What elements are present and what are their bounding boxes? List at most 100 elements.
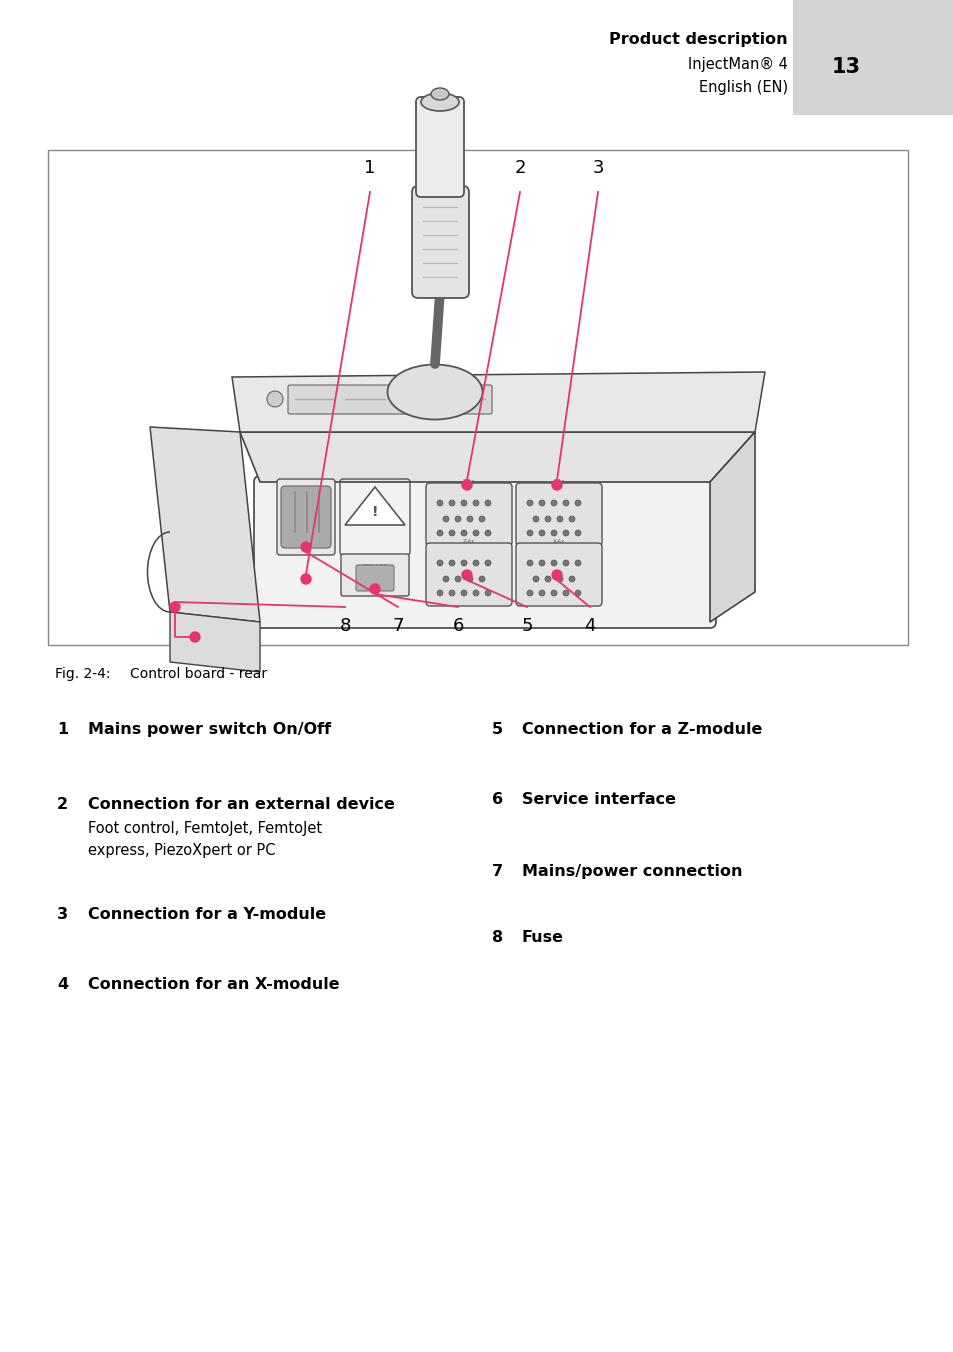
Circle shape	[442, 576, 449, 581]
Circle shape	[538, 589, 544, 596]
Circle shape	[538, 500, 544, 506]
Text: Fuse: Fuse	[521, 930, 563, 945]
Circle shape	[449, 500, 455, 506]
Circle shape	[526, 500, 533, 506]
FancyBboxPatch shape	[281, 485, 331, 548]
Circle shape	[449, 589, 455, 596]
Text: X-Ax: X-Ax	[552, 539, 564, 544]
Circle shape	[478, 516, 484, 522]
Text: express, PiezoXpert or PC: express, PiezoXpert or PC	[88, 844, 275, 859]
Circle shape	[575, 500, 580, 506]
Polygon shape	[232, 372, 764, 433]
Circle shape	[461, 571, 472, 580]
Circle shape	[484, 530, 491, 535]
Text: 8: 8	[339, 617, 351, 635]
Text: 2: 2	[514, 160, 525, 177]
Circle shape	[436, 560, 442, 566]
Text: 1: 1	[364, 160, 375, 177]
Circle shape	[436, 530, 442, 535]
Text: Connection for a Z-module: Connection for a Z-module	[521, 722, 761, 737]
Circle shape	[562, 560, 568, 566]
Circle shape	[575, 560, 580, 566]
Text: Control board - rear: Control board - rear	[130, 667, 267, 681]
Circle shape	[455, 576, 460, 581]
Circle shape	[449, 530, 455, 535]
Bar	[48, 150, 907, 645]
Circle shape	[467, 576, 473, 581]
Circle shape	[544, 516, 551, 522]
Circle shape	[568, 576, 575, 581]
Text: Connection for a Y-module: Connection for a Y-module	[88, 907, 326, 922]
Circle shape	[460, 530, 467, 535]
Text: Connection for an X-module: Connection for an X-module	[88, 977, 339, 992]
Circle shape	[461, 480, 472, 489]
Circle shape	[484, 500, 491, 506]
Ellipse shape	[431, 88, 449, 100]
Text: !: !	[372, 506, 377, 519]
Polygon shape	[709, 433, 754, 622]
Text: Service interface: Service interface	[521, 792, 676, 807]
Circle shape	[533, 576, 538, 581]
Circle shape	[538, 560, 544, 566]
Circle shape	[544, 576, 551, 581]
FancyBboxPatch shape	[516, 483, 601, 546]
Circle shape	[473, 530, 478, 535]
Circle shape	[557, 516, 562, 522]
Text: 5: 5	[520, 617, 532, 635]
FancyBboxPatch shape	[355, 565, 394, 591]
Circle shape	[170, 602, 180, 612]
Circle shape	[484, 589, 491, 596]
Text: 5: 5	[492, 722, 502, 737]
Circle shape	[562, 530, 568, 535]
Text: 7: 7	[492, 864, 502, 879]
Text: Y-Ax: Y-Ax	[553, 479, 564, 484]
Text: InjectMan® 4: InjectMan® 4	[687, 57, 787, 72]
Circle shape	[460, 500, 467, 506]
Circle shape	[473, 500, 478, 506]
Text: 7: 7	[392, 617, 403, 635]
Circle shape	[484, 560, 491, 566]
Text: Mains/power connection: Mains/power connection	[521, 864, 741, 879]
Polygon shape	[170, 612, 260, 672]
Text: 13: 13	[831, 57, 861, 77]
Circle shape	[526, 530, 533, 535]
FancyBboxPatch shape	[340, 554, 409, 596]
Circle shape	[557, 576, 562, 581]
Circle shape	[575, 589, 580, 596]
FancyBboxPatch shape	[426, 544, 512, 606]
Circle shape	[473, 589, 478, 596]
Text: Z-Ax: Z-Ax	[462, 479, 475, 484]
Text: Foot control, FemtoJet, FemtoJet: Foot control, FemtoJet, FemtoJet	[88, 821, 322, 836]
Text: Z-Ax: Z-Ax	[462, 539, 475, 544]
Text: 3: 3	[57, 907, 68, 922]
Circle shape	[436, 589, 442, 596]
Circle shape	[301, 542, 311, 552]
FancyBboxPatch shape	[516, 544, 601, 606]
Circle shape	[562, 500, 568, 506]
Circle shape	[551, 500, 557, 506]
FancyBboxPatch shape	[276, 479, 335, 556]
Circle shape	[455, 516, 460, 522]
Circle shape	[538, 530, 544, 535]
Text: Product description: Product description	[609, 32, 787, 47]
FancyBboxPatch shape	[288, 385, 492, 414]
Circle shape	[442, 516, 449, 522]
Circle shape	[449, 560, 455, 566]
Circle shape	[551, 560, 557, 566]
FancyBboxPatch shape	[416, 97, 463, 197]
Text: 4: 4	[583, 617, 595, 635]
Text: 4: 4	[57, 977, 68, 992]
Circle shape	[552, 480, 561, 489]
Circle shape	[562, 589, 568, 596]
Circle shape	[551, 589, 557, 596]
Text: SERVICE: SERVICE	[361, 565, 388, 569]
Circle shape	[568, 516, 575, 522]
Circle shape	[526, 560, 533, 566]
Text: 6: 6	[452, 617, 463, 635]
Circle shape	[473, 560, 478, 566]
Circle shape	[552, 571, 561, 580]
Text: Mains power switch On/Off: Mains power switch On/Off	[88, 722, 331, 737]
Circle shape	[526, 589, 533, 596]
Ellipse shape	[420, 93, 458, 111]
Text: 2: 2	[57, 796, 68, 813]
